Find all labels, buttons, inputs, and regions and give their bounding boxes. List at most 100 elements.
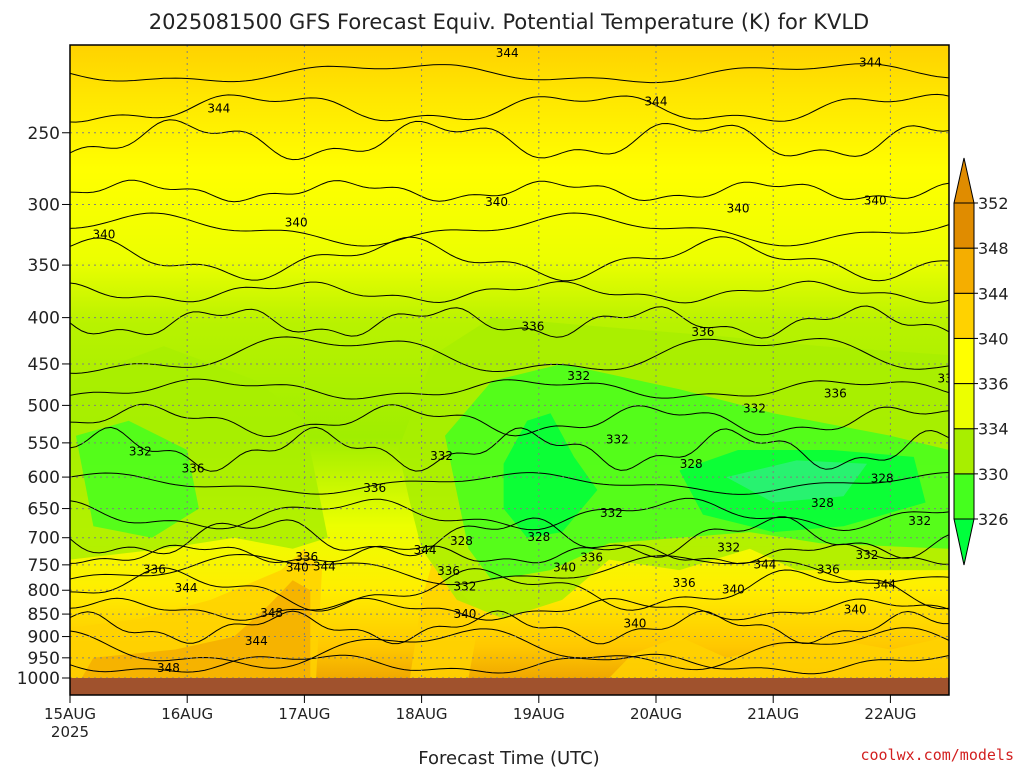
colorbar-tick-label: 334 xyxy=(978,420,1009,439)
contour-line-14 xyxy=(70,497,949,532)
contour-label: 344 xyxy=(754,557,777,571)
x-tick-label: 18AUG xyxy=(396,705,448,723)
y-tick-label: 800 xyxy=(28,581,60,601)
contour-label: 340 xyxy=(553,560,576,574)
contour-line-6 xyxy=(70,236,949,282)
contour-line-1 xyxy=(70,63,949,84)
x-tick-label: 22AUG xyxy=(864,705,916,723)
contour-label: 332 xyxy=(129,444,152,458)
colorbar-tick-label: 348 xyxy=(978,239,1009,258)
x-year-label: 2025 xyxy=(51,723,89,741)
y-tick-label: 950 xyxy=(28,649,60,669)
contour-label: 336 xyxy=(938,372,961,386)
contour-label: 340 xyxy=(454,607,477,621)
y-tick-label: 350 xyxy=(28,256,60,276)
y-tick-label: 650 xyxy=(28,500,60,520)
contour-label: 336 xyxy=(817,563,840,577)
contour-label: 340 xyxy=(864,194,887,208)
contour-label: 328 xyxy=(811,496,834,510)
contour-label: 340 xyxy=(727,201,750,215)
contour-label: 332 xyxy=(430,449,453,463)
contour-label: 328 xyxy=(871,471,894,485)
contour-label: 344 xyxy=(859,55,882,69)
contour-label: 332 xyxy=(717,541,740,555)
contour-label: 340 xyxy=(286,560,309,574)
contour-line-10 xyxy=(70,378,949,400)
colorbar-segment xyxy=(953,473,975,520)
chart-title: 2025081500 GFS Forecast Equiv. Potential… xyxy=(149,10,869,34)
contour-label: 336 xyxy=(363,481,386,495)
x-tick-label: 20AUG xyxy=(630,705,682,723)
contour-line-11 xyxy=(70,403,949,438)
contour-line-13 xyxy=(70,472,949,495)
colorbar-segment xyxy=(953,428,975,475)
colorbar-tick-label: 330 xyxy=(978,465,1009,484)
contour-label: 344 xyxy=(414,543,437,557)
contour-line-9 xyxy=(70,336,949,374)
x-axis: 15AUG 16AUG 17AUG 18AUG 19AUG 20AUG 21AUG 22AUG xyxy=(44,695,916,723)
colorbar-low-arrow xyxy=(953,518,975,566)
contour-label: 336 xyxy=(521,319,544,333)
x-tick-label: 21AUG xyxy=(747,705,799,723)
contour-label: 344 xyxy=(496,46,519,60)
contour-label: 332 xyxy=(743,402,766,416)
y-tick-label: 900 xyxy=(28,628,60,648)
contour-label: 344 xyxy=(645,95,668,109)
contour-label: 340 xyxy=(844,602,867,616)
y-tick-label: 600 xyxy=(28,468,60,488)
y-tick-label: 1000 xyxy=(17,669,60,689)
contour-line-2 xyxy=(70,93,949,123)
x-tick-label: 15AUG xyxy=(44,705,96,723)
colorbar-tick-label: 352 xyxy=(978,194,1009,213)
color-region-2 xyxy=(81,580,311,678)
contour-line-18 xyxy=(70,567,949,612)
colorbar-tick-label: 340 xyxy=(978,329,1009,348)
contour-label: 332 xyxy=(606,432,629,446)
contour-label: 344 xyxy=(873,577,896,591)
contour-line-5 xyxy=(70,212,949,247)
contour-line-3 xyxy=(70,119,949,161)
colorbar-segment xyxy=(953,247,975,294)
contour-lines xyxy=(70,63,949,675)
contour-label: 340 xyxy=(485,195,508,209)
contour-label: 336 xyxy=(295,550,318,564)
contour-label: 332 xyxy=(856,548,879,562)
contour-label: 332 xyxy=(908,514,931,528)
contour-label: 336 xyxy=(673,576,696,590)
colorbar: 326 330 334 336 340 344 348 352 xyxy=(953,157,1009,566)
colorbar-tick-label: 344 xyxy=(978,284,1009,303)
contour-label: 336 xyxy=(691,325,714,339)
y-tick-label: 750 xyxy=(28,556,60,576)
plot-frame xyxy=(69,44,950,696)
x-tick-label: 19AUG xyxy=(513,705,565,723)
contour-label: 340 xyxy=(722,583,745,597)
y-tick-label: 550 xyxy=(28,434,60,454)
contour-label: 340 xyxy=(623,617,646,631)
contour-line-19 xyxy=(70,597,949,621)
contour-line-8 xyxy=(70,305,949,339)
contour-label: 332 xyxy=(454,579,477,593)
colorbar-segment xyxy=(953,337,975,385)
contour-line-12 xyxy=(70,426,949,472)
colorbar-segment xyxy=(953,202,975,249)
grid-lines xyxy=(70,45,949,678)
contour-label: 340 xyxy=(93,228,116,242)
contour-label: 336 xyxy=(580,550,603,564)
contour-label: 344 xyxy=(207,101,230,115)
contour-label: 344 xyxy=(245,634,268,648)
contour-label: 328 xyxy=(450,534,473,548)
contour-line-21 xyxy=(70,627,949,671)
contour-label: 336 xyxy=(182,461,205,475)
contour-label: 336 xyxy=(143,563,166,577)
credit-link[interactable]: coolwx.com/models xyxy=(860,746,1014,764)
contour-label: 332 xyxy=(567,369,590,383)
color-region-4 xyxy=(609,636,949,678)
contour-label: 332 xyxy=(600,506,623,520)
y-tick-label: 300 xyxy=(28,195,60,215)
contour-label: 344 xyxy=(175,581,198,595)
contour-label: 348 xyxy=(260,606,283,620)
color-region-11 xyxy=(726,460,867,503)
color-region-3 xyxy=(409,559,481,678)
